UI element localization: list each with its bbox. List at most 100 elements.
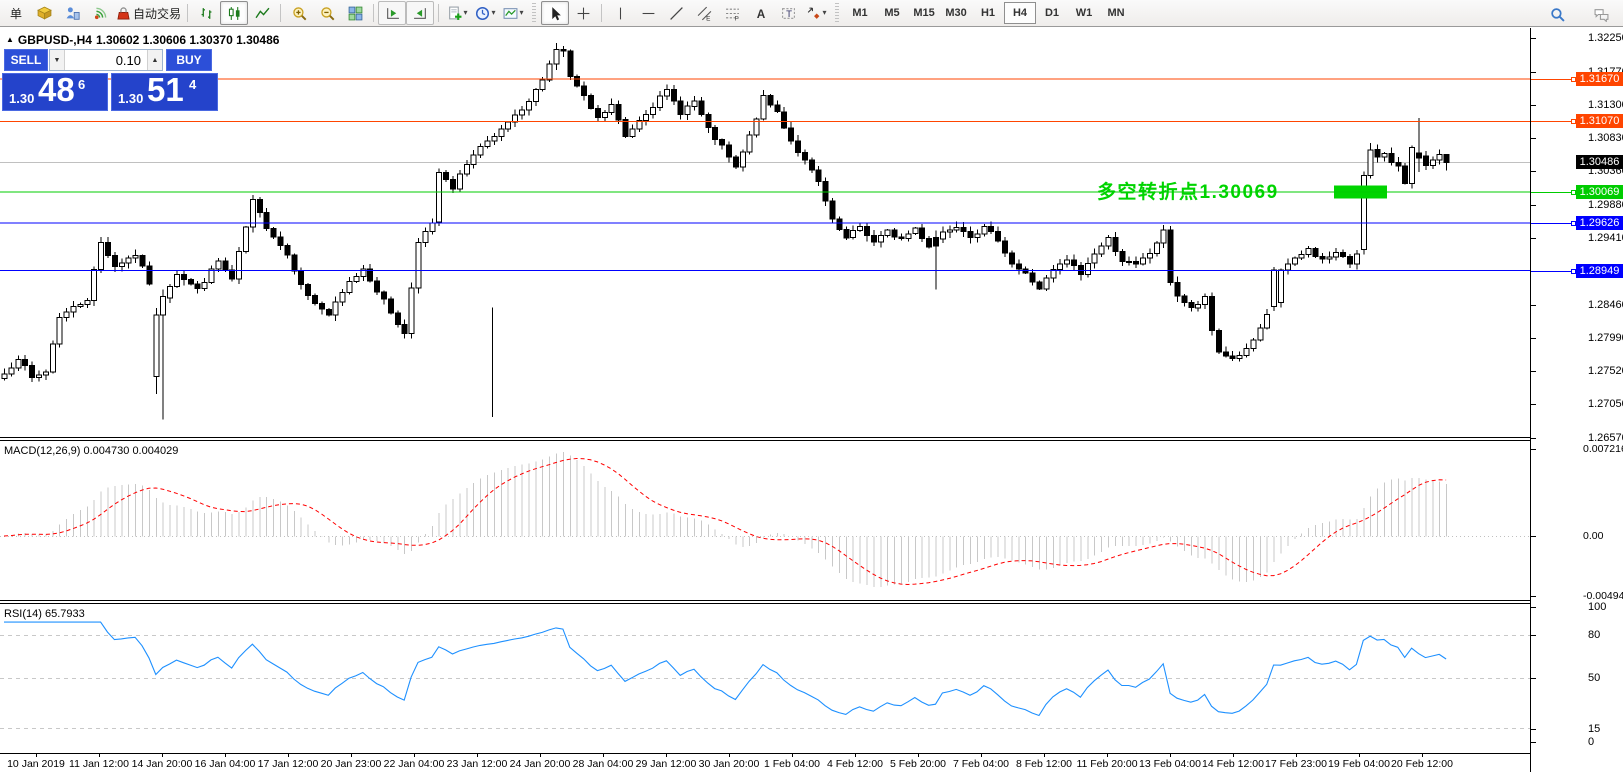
time-axis-border	[0, 753, 1623, 754]
zoom-out-button[interactable]	[313, 1, 341, 25]
time-tick	[855, 754, 856, 757]
price-axis[interactable]: 1.322501.317701.313001.308301.303601.298…	[1530, 28, 1623, 772]
price-tick-label: 1.31300	[1588, 99, 1623, 111]
time-tick	[729, 754, 730, 757]
macd-label-row: MACD(12,26,9) 0.004730 0.004029	[4, 445, 178, 457]
time-tick-label: 20 Jan 23:00	[320, 758, 382, 770]
zoom-in-button[interactable]	[285, 1, 313, 25]
time-tick-label: 29 Jan 12:00	[635, 758, 697, 770]
toolbar-buttons: 单 自动交易 ▾ ▾ ▾ E F A T ▾ M1 M5 M15 M30 H1 H4 D1 W1 MN	[2, 1, 1132, 25]
time-tick-label: 20 Feb 12:00	[1391, 758, 1453, 770]
pane-separator-rsi-2[interactable]	[0, 603, 1623, 604]
level-line-extension	[1531, 121, 1576, 122]
main-toolbar: 单 自动交易 ▾ ▾ ▾ E F A T ▾ M1 M5 M15 M30 H1 H4 D1 W1 MN	[0, 0, 1623, 27]
time-tick	[1233, 754, 1234, 757]
trendline-button[interactable]	[662, 1, 690, 25]
crosshair-button[interactable]	[569, 1, 597, 25]
timeframe-d1-button[interactable]: D1	[1044, 7, 1060, 19]
terminal-button[interactable]	[86, 1, 114, 25]
pane-separator-rsi[interactable]	[0, 600, 1623, 601]
channel-button[interactable]: E	[690, 1, 718, 25]
autoscroll-icon	[385, 6, 400, 21]
pane-separator-macd[interactable]	[0, 437, 1623, 438]
time-axis[interactable]: 10 Jan 2019 11 Jan 12:00 14 Jan 20:00 16 Ja…	[0, 754, 1530, 772]
price-tick	[1531, 138, 1536, 139]
price-tick-label: 1.30830	[1588, 132, 1623, 144]
chart-bars-button[interactable]	[192, 1, 220, 25]
level-marker	[1571, 269, 1576, 274]
chat-button[interactable]	[1587, 2, 1615, 26]
crosshair-icon	[576, 6, 591, 21]
sell-button[interactable]: SELL	[4, 49, 48, 73]
chart-line-button[interactable]	[248, 1, 276, 25]
labelT-icon: T	[781, 6, 796, 21]
cursor-icon	[548, 6, 563, 21]
rsi-line	[4, 621, 1447, 717]
search-button[interactable]	[1543, 2, 1571, 26]
timeframe-m30-button[interactable]: M30	[945, 7, 967, 19]
price-tick-label: 1.27990	[1588, 332, 1623, 344]
channel-icon: E	[697, 6, 712, 21]
text-label-button[interactable]: T	[774, 1, 802, 25]
cursor-button[interactable]	[541, 1, 570, 25]
dropdown-caret-icon: ▾	[491, 8, 496, 17]
pane-separator-macd-2[interactable]	[0, 440, 1623, 441]
rsi-axis-label: 100	[1588, 601, 1607, 613]
sell-price-box[interactable]: 1.30 48 6	[2, 71, 108, 111]
time-tick-label: 7 Feb 04:00	[952, 758, 1010, 770]
time-tick	[1359, 754, 1360, 757]
market-watch-button[interactable]	[30, 1, 58, 25]
hline-icon	[641, 6, 656, 21]
new-order-button[interactable]: 单	[2, 1, 30, 25]
price-tick	[1531, 238, 1536, 239]
tile-windows-button[interactable]	[341, 1, 369, 25]
candles-icon	[227, 6, 242, 21]
toolbar-right	[1543, 2, 1615, 26]
time-tick	[351, 754, 352, 757]
time-tick	[1044, 754, 1045, 757]
timeframe-w1-button[interactable]: W1	[1075, 7, 1093, 19]
chart-shift-button[interactable]	[406, 1, 435, 25]
autotrade-button[interactable]: 自动交易	[114, 1, 183, 25]
chart-canvas[interactable]: 多空转折点1.30069	[0, 28, 1530, 754]
volume-decrease-button[interactable]: ▼	[50, 50, 65, 70]
vertical-line-button[interactable]	[606, 1, 634, 25]
chat-icon	[1594, 7, 1609, 22]
time-tick-label: 11 Feb 20:00	[1076, 758, 1138, 770]
price-tick	[1531, 171, 1536, 172]
macd-axis-tick	[1531, 536, 1536, 537]
horizontal-line-button[interactable]	[634, 1, 662, 25]
timeframe-m5-button[interactable]: M5	[884, 7, 900, 19]
time-tick	[1422, 754, 1423, 757]
timeframe-h1-button[interactable]: H1	[980, 7, 996, 19]
templates-button[interactable]: ▾	[499, 1, 527, 25]
price-tick	[1531, 338, 1536, 339]
toolbar-grip[interactable]	[532, 3, 537, 23]
price-tick-label: 1.26570	[1588, 432, 1623, 444]
arrows-button[interactable]: ▾	[802, 1, 830, 25]
timeframe-h4-button[interactable]: H4	[1004, 2, 1037, 24]
toolbar-grip[interactable]	[835, 3, 840, 23]
indicators-button[interactable]: ▾	[443, 1, 471, 25]
navigator-button[interactable]	[58, 1, 86, 25]
price-tick	[1531, 404, 1536, 405]
volume-increase-button[interactable]: ▲	[147, 50, 162, 70]
macd-axis-tick	[1531, 596, 1536, 597]
one-click-panel-toggle[interactable]: ▲	[6, 35, 14, 44]
timeframe-m1-button[interactable]: M1	[852, 7, 868, 19]
fibonacci-button[interactable]: F	[718, 1, 746, 25]
time-tick	[99, 754, 100, 757]
periods-button[interactable]: ▾	[471, 1, 499, 25]
timeframe-mn-button[interactable]: MN	[1107, 7, 1125, 19]
timeframe-m15-button[interactable]: M15	[913, 7, 935, 19]
price-tick	[1531, 371, 1536, 372]
volume-input[interactable]: 0.10	[115, 52, 141, 68]
text-button[interactable]: A	[746, 1, 774, 25]
time-tick-label: 22 Jan 04:00	[383, 758, 445, 770]
sell-price-big: 48	[38, 71, 75, 108]
buy-button[interactable]: BUY	[166, 49, 212, 73]
buy-price-box[interactable]: 1.30 51 4	[111, 71, 218, 111]
autoscroll-button[interactable]	[378, 1, 407, 25]
dropdown-caret-icon: ▾	[519, 8, 524, 17]
chart-candles-button[interactable]	[220, 1, 249, 25]
